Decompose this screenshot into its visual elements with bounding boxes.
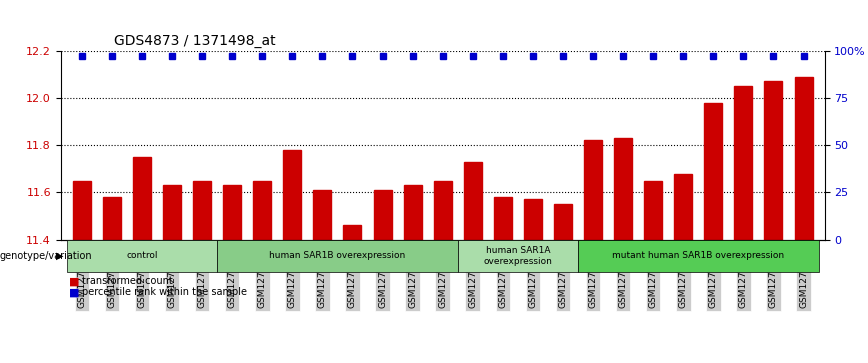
Bar: [584, 140, 602, 240]
Bar: [734, 86, 753, 240]
Text: transformed count: transformed count: [82, 276, 174, 286]
Text: GDS4873 / 1371498_at: GDS4873 / 1371498_at: [115, 34, 276, 48]
Bar: [434, 181, 451, 240]
Bar: [133, 157, 151, 240]
Bar: [193, 181, 211, 240]
Bar: [554, 204, 572, 240]
Text: ■: ■: [69, 276, 80, 286]
Bar: [103, 197, 121, 240]
Bar: [464, 162, 482, 240]
Bar: [614, 138, 632, 240]
Bar: [373, 190, 391, 240]
Bar: [765, 82, 782, 240]
Bar: [253, 181, 272, 240]
Bar: [344, 225, 361, 240]
Text: mutant human SAR1B overexpression: mutant human SAR1B overexpression: [612, 252, 785, 260]
Bar: [794, 77, 812, 240]
Text: genotype/variation: genotype/variation: [0, 251, 93, 261]
Bar: [73, 181, 91, 240]
Text: percentile rank within the sample: percentile rank within the sample: [82, 287, 247, 297]
Text: human SAR1B overexpression: human SAR1B overexpression: [269, 252, 405, 260]
Bar: [404, 185, 422, 240]
Bar: [283, 150, 301, 240]
Bar: [163, 185, 181, 240]
Text: control: control: [126, 252, 158, 260]
Text: ■: ■: [69, 287, 80, 297]
Bar: [704, 103, 722, 240]
Bar: [494, 197, 512, 240]
Bar: [223, 185, 241, 240]
Bar: [674, 174, 693, 240]
Text: ▶: ▶: [56, 251, 64, 261]
Bar: [524, 200, 542, 240]
Bar: [644, 181, 662, 240]
Text: human SAR1A
overexpression: human SAR1A overexpression: [483, 246, 552, 266]
Bar: [313, 190, 332, 240]
